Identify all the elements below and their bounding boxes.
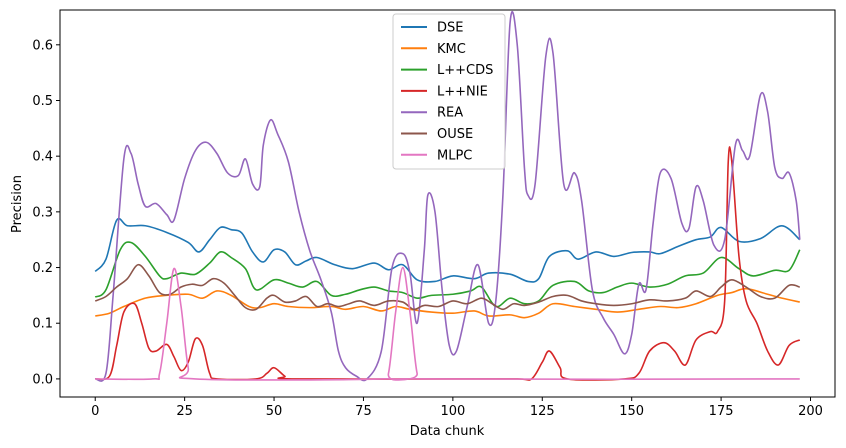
legend-label-l-cds: L++CDS	[437, 63, 493, 78]
x-tick-label: 175	[709, 404, 734, 419]
legend-label-kmc: KMC	[437, 42, 466, 57]
x-axis-label: Data chunk	[410, 424, 485, 439]
legend: DSE KMC L++CDS L++NIE REA OUSE MLPC	[392, 13, 506, 170]
x-axis-ticks: 0 25 50 75 100 125 150 175 200	[91, 397, 823, 419]
x-tick-label: 25	[176, 404, 193, 419]
series-lines	[94, 11, 801, 382]
x-tick-label: 50	[266, 404, 283, 419]
legend-label-mlpc: MLPC	[437, 148, 472, 163]
series-line-kmc	[95, 287, 800, 319]
x-tick-label: 100	[440, 404, 465, 419]
x-tick-label: 75	[355, 404, 372, 419]
legend-box	[392, 13, 506, 170]
y-tick-label: 0.6	[32, 38, 53, 53]
y-tick-label: 0.1	[32, 317, 53, 332]
series-line-rea	[94, 11, 801, 382]
y-tick-label: 0.3	[32, 205, 53, 220]
x-tick-label: 200	[798, 404, 823, 419]
legend-label-dse: DSE	[437, 21, 463, 36]
plot-frame	[59, 9, 836, 398]
y-tick-label: 0.5	[32, 94, 53, 109]
legend-label-rea: REA	[437, 106, 463, 121]
legend-label-ouse: OUSE	[437, 127, 473, 142]
series-line-mlpc	[95, 266, 800, 381]
series-line-l-cds	[94, 241, 801, 308]
x-tick-label: 125	[530, 404, 555, 419]
x-tick-label: 0	[91, 404, 99, 419]
x-tick-label: 150	[619, 404, 644, 419]
legend-label-l-nie: L++NIE	[437, 84, 488, 99]
y-tick-label: 0.2	[32, 261, 53, 276]
y-axis-ticks: 0.0 0.1 0.2 0.3 0.4 0.5 0.6	[32, 38, 60, 387]
y-tick-label: 0.4	[32, 150, 53, 165]
y-axis-label: Precision	[10, 175, 25, 233]
y-tick-label: 0.0	[32, 372, 53, 387]
